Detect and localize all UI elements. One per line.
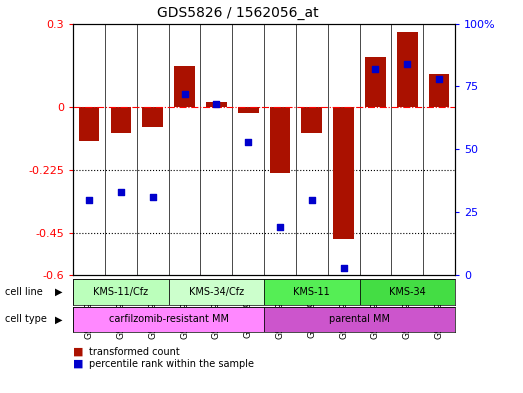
- Bar: [333, 107, 354, 239]
- Text: ■: ■: [73, 358, 84, 369]
- Bar: [110, 107, 131, 132]
- Point: [435, 76, 444, 82]
- Bar: [301, 107, 322, 132]
- Bar: [365, 57, 386, 107]
- Bar: [168, 279, 264, 305]
- Bar: [142, 107, 163, 127]
- Text: ▶: ▶: [55, 314, 63, 324]
- Text: KMS-34/Cfz: KMS-34/Cfz: [189, 287, 244, 297]
- Bar: [79, 107, 99, 141]
- Text: KMS-34: KMS-34: [389, 287, 426, 297]
- Bar: [73, 279, 168, 305]
- Bar: [206, 102, 227, 107]
- Point: [244, 139, 253, 145]
- Point: [308, 196, 316, 203]
- Bar: [264, 307, 455, 332]
- Point: [180, 91, 189, 97]
- Bar: [264, 279, 360, 305]
- Bar: [397, 32, 418, 107]
- Point: [371, 66, 380, 72]
- Text: percentile rank within the sample: percentile rank within the sample: [89, 358, 254, 369]
- Point: [85, 196, 93, 203]
- Bar: [238, 107, 258, 113]
- Bar: [174, 66, 195, 107]
- Point: [276, 224, 284, 230]
- Text: GDS5826 / 1562056_at: GDS5826 / 1562056_at: [157, 6, 319, 20]
- Text: parental MM: parental MM: [329, 314, 390, 324]
- Point: [212, 101, 221, 107]
- Point: [339, 264, 348, 271]
- Text: carfilzomib-resistant MM: carfilzomib-resistant MM: [109, 314, 229, 324]
- Bar: [360, 279, 455, 305]
- Text: KMS-11: KMS-11: [293, 287, 330, 297]
- Bar: [429, 74, 449, 107]
- Bar: [73, 307, 264, 332]
- Point: [117, 189, 125, 195]
- Text: ■: ■: [73, 347, 84, 357]
- Text: transformed count: transformed count: [89, 347, 180, 357]
- Point: [149, 194, 157, 200]
- Text: KMS-11/Cfz: KMS-11/Cfz: [94, 287, 149, 297]
- Point: [403, 61, 412, 67]
- Bar: [270, 107, 290, 173]
- Text: cell line: cell line: [5, 287, 43, 297]
- Text: ▶: ▶: [55, 287, 63, 297]
- Text: cell type: cell type: [5, 314, 47, 324]
